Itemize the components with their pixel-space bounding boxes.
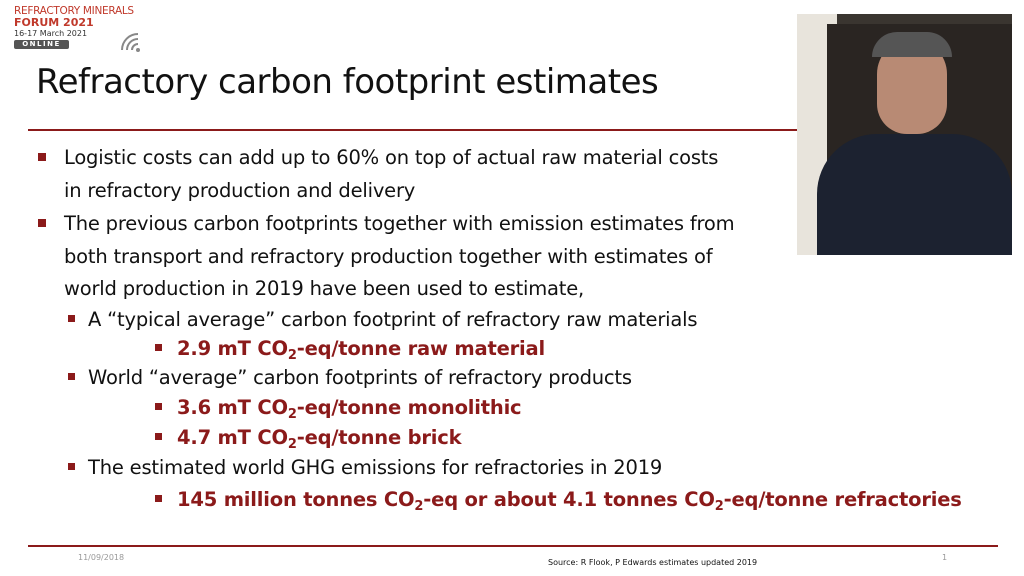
text-run: 3.6 mT CO (177, 396, 288, 419)
subscript: 2 (414, 499, 424, 514)
bullet-text: 2.9 mT CO2-eq/tonne raw material (177, 337, 545, 363)
text-run: 145 million tonnes CO (177, 488, 415, 511)
bullet-text: A “typical average” carbon footprint of … (88, 308, 698, 331)
bullet-marker (155, 403, 162, 410)
bullet-text: 145 million tonnes CO2-eq or about 4.1 t… (177, 488, 962, 514)
bullet-text: World “average” carbon footprints of ref… (88, 366, 632, 389)
bullet-text: 4.7 mT CO2-eq/tonne brick (177, 426, 462, 452)
bullet-text: The previous carbon footprints together … (64, 212, 735, 235)
bullet-marker (38, 219, 46, 227)
bullet-marker (155, 433, 162, 440)
footer-source: Source: R Flook, P Edwards estimates upd… (548, 558, 758, 567)
slide-title: Refractory carbon footprint estimates (36, 62, 659, 102)
footer-date: 11/09/2018 (78, 553, 125, 562)
logo-date: 16-17 March 2021 (14, 29, 88, 38)
subscript: 2 (714, 499, 724, 514)
text-run: -eq or about 4.1 tonnes CO (423, 488, 715, 511)
subscript: 2 (287, 348, 297, 363)
bullet-text: Logistic costs can add up to 60% on top … (64, 146, 719, 169)
logo-line1: REFRACTORY MINERALS (14, 5, 134, 17)
bullet-text: 3.6 mT CO2-eq/tonne monolithic (177, 396, 522, 422)
subscript: 2 (287, 437, 297, 452)
webcam-video (797, 14, 1012, 255)
bullet-text: in refractory production and delivery (64, 178, 416, 202)
bullet-text: The estimated world GHG emissions for re… (88, 456, 663, 479)
bullet-text: world production in 2019 have been used … (64, 277, 585, 300)
text-run: -eq/tonne refractories (723, 488, 962, 511)
text-run: 2.9 mT CO (177, 337, 288, 360)
bullet-marker (68, 373, 75, 380)
bullet-marker (68, 463, 75, 470)
bullet-marker (38, 153, 46, 161)
text-run: -eq/tonne brick (296, 426, 462, 449)
footer-rule (28, 545, 998, 547)
logo-badge: ONLINE (14, 40, 69, 49)
title-rule (28, 129, 798, 131)
bullet-marker (68, 315, 75, 322)
subscript: 2 (287, 407, 297, 422)
wifi-icon (121, 33, 140, 52)
text-run: -eq/tonne monolithic (296, 396, 522, 419)
bullet-marker (155, 344, 162, 351)
text-run: -eq/tonne raw material (296, 337, 545, 360)
logo-line2: FORUM 2021 (14, 16, 94, 29)
text-run: 4.7 mT CO (177, 426, 288, 449)
bullet-text: both transport and refractory production… (64, 244, 713, 268)
footer-page: 1 (942, 553, 948, 562)
bullet-marker (155, 495, 162, 502)
